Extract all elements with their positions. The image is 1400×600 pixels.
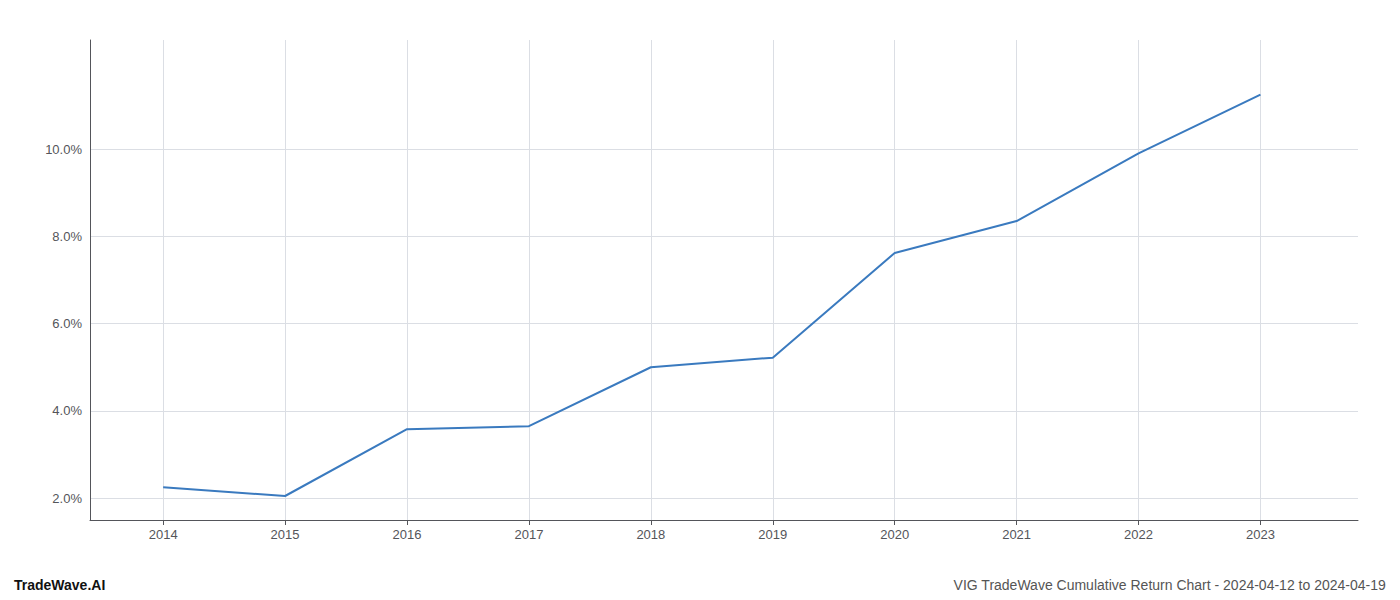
svg-text:2016: 2016 [393, 527, 422, 542]
svg-text:2015: 2015 [271, 527, 300, 542]
svg-text:2020: 2020 [880, 527, 909, 542]
svg-text:2.0%: 2.0% [52, 491, 82, 506]
svg-text:4.0%: 4.0% [52, 403, 82, 418]
svg-text:2018: 2018 [636, 527, 665, 542]
svg-text:VIG TradeWave Cumulative Retur: VIG TradeWave Cumulative Return Chart - … [954, 577, 1386, 593]
svg-text:2014: 2014 [149, 527, 178, 542]
svg-text:2019: 2019 [758, 527, 787, 542]
svg-text:2023: 2023 [1246, 527, 1275, 542]
svg-text:6.0%: 6.0% [52, 316, 82, 331]
svg-text:TradeWave.AI: TradeWave.AI [14, 577, 105, 593]
svg-text:2021: 2021 [1002, 527, 1031, 542]
svg-text:10.0%: 10.0% [45, 142, 82, 157]
svg-text:2017: 2017 [514, 527, 543, 542]
svg-text:2022: 2022 [1124, 527, 1153, 542]
svg-text:8.0%: 8.0% [52, 229, 82, 244]
